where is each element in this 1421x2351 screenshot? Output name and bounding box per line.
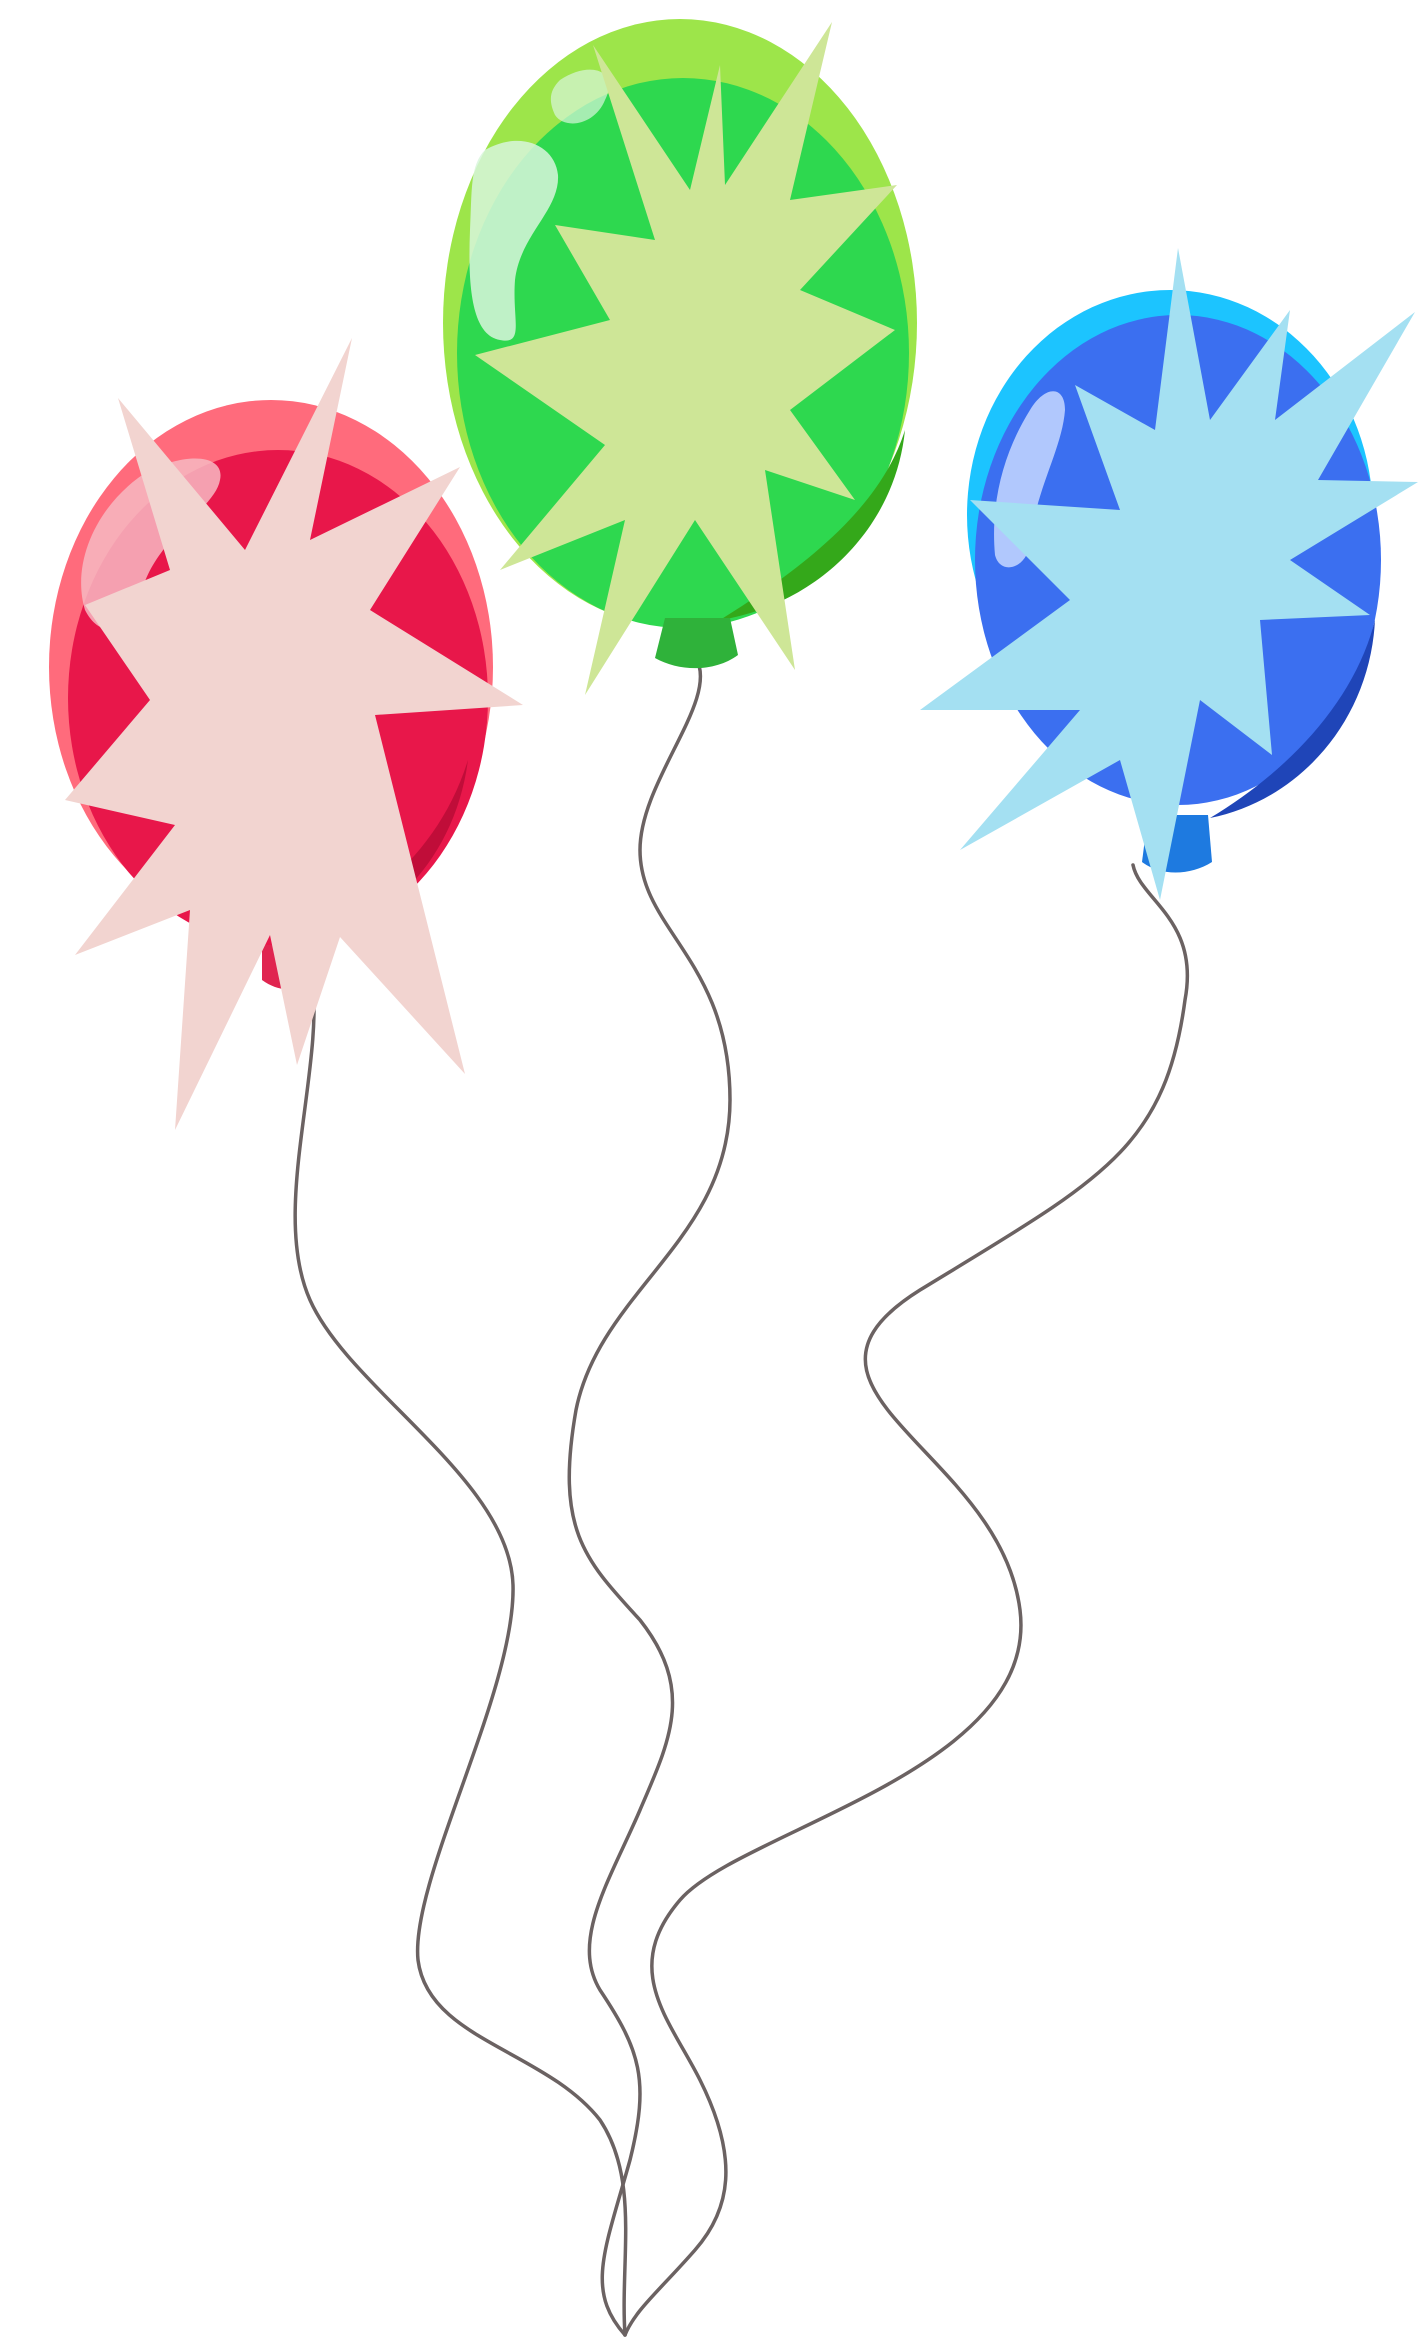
green-balloon-highlight bbox=[469, 140, 559, 341]
blue-balloon-starburst bbox=[920, 248, 1418, 900]
starbursts bbox=[65, 22, 1418, 1130]
balloon-strings bbox=[293, 656, 1189, 2337]
blue-balloon-shade bbox=[1210, 620, 1375, 818]
green-balloon-shade bbox=[720, 430, 905, 620]
green-balloon-starburst bbox=[475, 22, 897, 695]
green-balloon-knot bbox=[655, 618, 738, 669]
green-balloon-gloss bbox=[550, 69, 609, 124]
blue-balloon-string bbox=[623, 863, 1189, 2337]
green-balloon-string bbox=[567, 656, 732, 2337]
red-balloon-starburst bbox=[65, 338, 523, 1130]
red-balloon-string bbox=[293, 973, 628, 2337]
